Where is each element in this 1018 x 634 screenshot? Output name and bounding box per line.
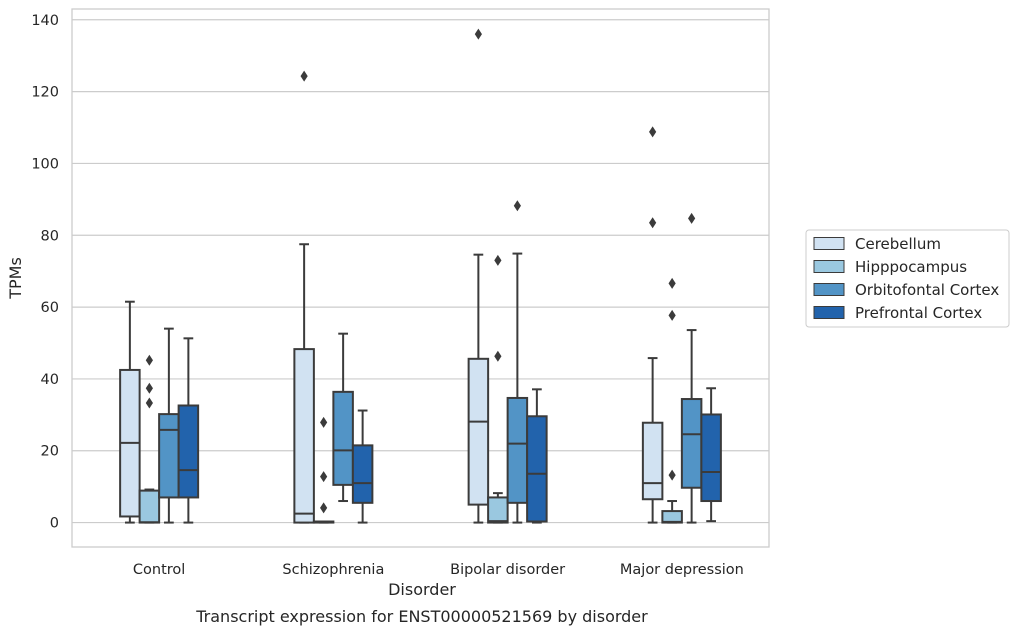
box-iqr — [641, 421, 664, 501]
box-iqr — [680, 398, 703, 489]
x-tick-label: Major depression — [620, 562, 744, 578]
y-tick-label: 0 — [50, 516, 59, 532]
box-prefrontal-cortex — [177, 337, 200, 524]
box-prefrontal-cortex — [526, 388, 548, 524]
x-tick-label: Bipolar disorder — [450, 562, 565, 578]
box-hipppocampus — [138, 354, 161, 524]
legend-swatch — [813, 283, 845, 296]
legend-label: Cerebellum — [855, 235, 941, 253]
box-iqr — [467, 357, 490, 506]
outlier-point — [494, 350, 502, 362]
legend-label: Hipppocampus — [855, 258, 967, 276]
box-hipppocampus — [661, 277, 683, 524]
outlier-point — [320, 502, 328, 514]
box-iqr — [487, 496, 509, 524]
box-iqr — [177, 404, 200, 499]
legend-label: Orbitofontal Cortex — [855, 281, 999, 299]
outlier-point — [145, 354, 153, 366]
outlier-point — [145, 382, 153, 394]
y-tick-label: 60 — [41, 300, 59, 316]
y-tick-label: 100 — [31, 156, 59, 172]
box-prefrontal-cortex — [351, 409, 374, 524]
outlier-point — [649, 217, 657, 229]
outlier-point — [668, 469, 676, 481]
outlier-point — [300, 70, 308, 82]
legend-frame — [805, 229, 1010, 328]
outlier-point — [688, 212, 696, 224]
x-axis-label: Disorder — [388, 580, 456, 599]
box-cerebellum — [293, 70, 315, 524]
outlier-point — [668, 309, 676, 321]
y-tick-label: 40 — [41, 372, 59, 388]
box-series — [119, 28, 722, 524]
box-prefrontal-cortex — [700, 387, 722, 523]
outlier-point — [474, 28, 482, 40]
box-orbitofontal-cortex — [506, 200, 529, 524]
outlier-point — [320, 471, 328, 483]
outlier-point — [513, 200, 521, 212]
x-tick-label: Schizophrenia — [282, 562, 384, 578]
box-cerebellum — [467, 28, 490, 524]
box-iqr — [526, 415, 548, 523]
outlier-point — [649, 126, 657, 138]
plot-frame — [71, 8, 770, 548]
box-iqr — [700, 413, 722, 503]
legend-swatch — [813, 237, 845, 250]
y-tick-label: 20 — [41, 444, 59, 460]
y-tick-label: 140 — [31, 13, 59, 29]
box-iqr — [138, 489, 161, 524]
box-iqr — [661, 510, 683, 524]
box-cerebellum — [641, 126, 664, 524]
legend-swatch — [813, 306, 845, 319]
legend-swatch — [813, 260, 845, 273]
x-tick-label: Control — [133, 562, 185, 578]
box-iqr — [332, 390, 354, 486]
y-axis-label: TPMs — [6, 257, 25, 300]
outlier-point — [494, 254, 502, 266]
legend-label: Prefrontal Cortex — [855, 304, 982, 322]
outlier-point — [668, 277, 676, 289]
y-tick-labels: 0 20 40 60 80 100 120 140 — [31, 13, 59, 532]
legend: Cerebellum Hipppocampus Orbitofontal Corte… — [805, 229, 1010, 328]
box-iqr — [506, 396, 529, 504]
box-iqr — [293, 348, 315, 524]
y-tick-label: 120 — [31, 85, 59, 101]
y-tick-label: 80 — [41, 228, 59, 244]
chart-caption: Transcript expression for ENST0000052156… — [195, 607, 648, 626]
x-tick-labels: Control Schizophrenia Bipolar disorder Majo… — [133, 562, 744, 578]
box-hipppocampus — [312, 416, 335, 524]
box-hipppocampus — [487, 254, 509, 524]
box-iqr — [351, 444, 374, 504]
outlier-point — [320, 416, 328, 428]
box-iqr — [158, 413, 180, 499]
box-cerebellum — [119, 300, 141, 524]
box-orbitofontal-cortex — [332, 332, 354, 503]
outlier-point — [145, 397, 153, 409]
